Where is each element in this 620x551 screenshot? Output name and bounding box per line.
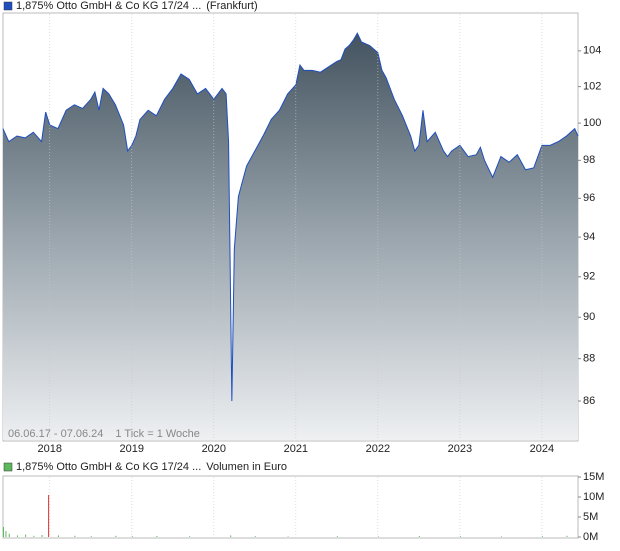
volume-bar xyxy=(459,536,461,537)
volume-bar xyxy=(541,536,543,537)
y-tick-label: 104 xyxy=(583,45,601,57)
volume-bar xyxy=(41,535,43,537)
y-tick-label: 96 xyxy=(583,192,595,204)
volume-bar xyxy=(33,535,35,537)
volume-bar xyxy=(16,535,18,537)
price-line xyxy=(2,32,579,402)
volume-bar xyxy=(418,536,420,537)
x-tick-label: 2019 xyxy=(120,443,144,455)
volume-bar xyxy=(156,536,158,537)
x-tick-label: 2020 xyxy=(202,443,226,455)
legend-swatch xyxy=(3,1,13,11)
volume-bar xyxy=(5,531,7,537)
volume-bar xyxy=(48,495,50,537)
y-tick-label: 15M xyxy=(583,471,604,483)
x-tick-label: 2024 xyxy=(530,443,554,455)
y-tick-label: 94 xyxy=(583,231,595,243)
period-label: 06.06.17 - 07.06.24 xyxy=(8,428,103,440)
legend-label: 1,875% Otto GmbH & Co KG 17/24 ... xyxy=(16,0,201,12)
volume-bar xyxy=(377,536,379,537)
volume-bar xyxy=(189,536,191,537)
volume-bar xyxy=(8,533,10,537)
volume-bar xyxy=(566,535,568,537)
legend-label: 1,875% Otto GmbH & Co KG 17/24 ... xyxy=(16,461,201,473)
y-tick-label: 98 xyxy=(583,154,595,166)
y-tick-label: 100 xyxy=(583,117,601,129)
volume-bar xyxy=(336,536,338,537)
legend-extra: Volumen in Euro xyxy=(206,461,287,473)
x-tick-label: 2018 xyxy=(38,443,62,455)
tick-note: 1 Tick = 1 Woche xyxy=(115,428,199,440)
y-tick-label: 90 xyxy=(583,311,595,323)
x-tick-label: 2023 xyxy=(448,443,472,455)
volume-bar xyxy=(25,534,27,537)
volume-bar xyxy=(115,535,117,537)
volume-bar xyxy=(287,536,289,537)
volume-bar xyxy=(57,535,59,537)
volume-bar xyxy=(3,527,4,537)
legend-swatch xyxy=(3,462,13,472)
y-tick-label: 5M xyxy=(583,511,598,523)
y-tick-label: 88 xyxy=(583,353,595,365)
volume-bar xyxy=(131,536,133,537)
volume-bar xyxy=(90,536,92,537)
area-fill xyxy=(3,33,578,440)
y-tick-label: 0M xyxy=(583,531,598,543)
volume-bar xyxy=(230,535,232,537)
x-tick-label: 2021 xyxy=(284,443,308,455)
y-tick-label: 86 xyxy=(583,395,595,407)
volume-bar xyxy=(254,536,256,537)
y-tick-label: 92 xyxy=(583,271,595,283)
legend-extra: (Frankfurt) xyxy=(206,0,257,12)
y-tick-label: 10M xyxy=(583,491,604,503)
y-tick-label: 102 xyxy=(583,81,601,93)
x-tick-label: 2022 xyxy=(366,443,390,455)
volume-bar xyxy=(74,535,76,537)
volume-bar xyxy=(500,536,502,537)
plot-area xyxy=(2,475,579,539)
